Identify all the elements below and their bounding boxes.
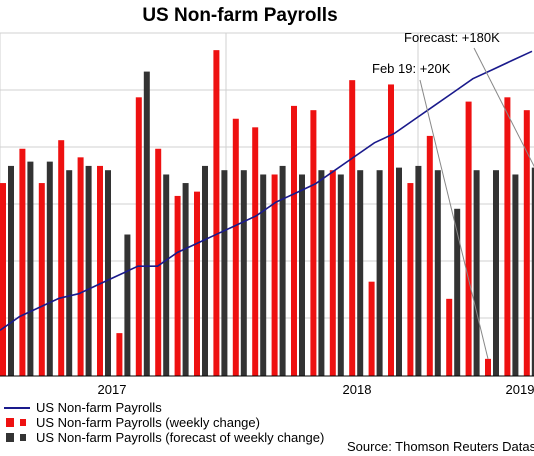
bar-forecast — [396, 167, 402, 376]
bar-weekly-change — [0, 183, 6, 376]
bar-weekly-change — [426, 135, 433, 376]
bar-forecast — [337, 174, 344, 376]
legend-swatch-weekly-b — [20, 419, 26, 426]
bar-forecast — [318, 170, 325, 376]
bar-forecast — [473, 170, 480, 376]
bar-weekly-change — [407, 183, 414, 376]
bar-forecast — [240, 170, 247, 376]
bar-forecast — [454, 208, 461, 376]
bar-weekly-change — [97, 165, 103, 376]
bar-forecast — [143, 71, 150, 377]
legend-label-payrolls: US Non-farm Payrolls — [36, 400, 162, 415]
bar-forecast — [163, 174, 170, 376]
bar-weekly-change — [523, 110, 530, 377]
line-series — [0, 50, 533, 331]
line-payrolls — [0, 50, 533, 331]
bar-forecast — [124, 234, 131, 376]
x-tick-label-2018: 2018 — [343, 382, 372, 397]
legend-label-weekly-change: US Non-farm Payrolls (weekly change) — [36, 415, 260, 430]
annotation-forecast: Forecast: +180K — [404, 30, 500, 45]
bar-weekly-change — [174, 195, 181, 376]
bar-weekly-change — [19, 148, 26, 376]
annotation-feb19: Feb 19: +20K — [372, 61, 451, 76]
bar-weekly-change — [194, 191, 200, 376]
bar-weekly-change — [271, 174, 278, 376]
bar-forecast — [512, 174, 519, 376]
bar-forecast — [279, 165, 286, 376]
bar-weekly-change — [252, 127, 259, 376]
annotations: Forecast: +180K Feb 19: +20K — [372, 30, 534, 359]
bar-forecast — [202, 165, 208, 376]
bar-weekly-change — [77, 157, 84, 376]
bar-forecast — [85, 165, 92, 376]
bar-forecast — [105, 170, 111, 376]
bar-weekly-change — [232, 118, 239, 376]
bar-weekly-change — [38, 183, 45, 376]
legend: US Non-farm Payrolls US Non-farm Payroll… — [4, 400, 324, 445]
bar-forecast — [415, 165, 422, 376]
bar-forecast — [260, 174, 267, 376]
x-axis: 2017 2018 2019 — [0, 375, 534, 397]
bar-weekly-change — [504, 97, 511, 376]
bar-forecast — [8, 165, 14, 376]
legend-swatch-forecast-a — [6, 433, 14, 442]
annotation-leader-feb19 — [419, 79, 489, 359]
bar-weekly-change — [213, 50, 220, 377]
bar-forecast — [66, 170, 73, 376]
bar-weekly-change — [58, 140, 65, 376]
chart-title: US Non-farm Payrolls — [142, 5, 337, 26]
bar-forecast — [221, 170, 228, 376]
bar-weekly-change — [155, 148, 162, 376]
bar-forecast — [531, 167, 534, 376]
bar-weekly-change — [116, 333, 123, 376]
legend-label-forecast: US Non-farm Payrolls (forecast of weekly… — [36, 430, 324, 445]
bar-forecast — [299, 174, 305, 376]
bar-weekly-change — [291, 105, 297, 376]
bar-weekly-change — [310, 110, 317, 377]
bar-weekly-change — [465, 101, 472, 376]
source-note: Source: Thomson Reuters Datastream — [347, 439, 534, 454]
bar-forecast — [357, 170, 364, 376]
bar-weekly-change — [329, 170, 336, 376]
bar-forecast — [182, 183, 189, 376]
x-tick-label-2017: 2017 — [98, 382, 127, 397]
bar-weekly-change — [135, 97, 142, 376]
bars — [0, 50, 534, 377]
bar-forecast — [376, 170, 383, 376]
bar-weekly-change — [368, 281, 375, 376]
bar-weekly-change — [446, 298, 453, 376]
bar-forecast — [493, 170, 499, 376]
x-tick-label-2019: 2019 — [506, 382, 534, 397]
bar-weekly-change — [485, 358, 491, 376]
annotation-leader-forecast — [473, 47, 534, 168]
bar-forecast — [434, 170, 441, 376]
bar-weekly-change — [388, 84, 394, 376]
bar-weekly-change — [349, 80, 356, 376]
bar-forecast — [27, 161, 34, 376]
legend-swatch-forecast-b — [20, 434, 26, 441]
bar-forecast — [46, 161, 53, 376]
legend-swatch-weekly-a — [6, 418, 14, 427]
